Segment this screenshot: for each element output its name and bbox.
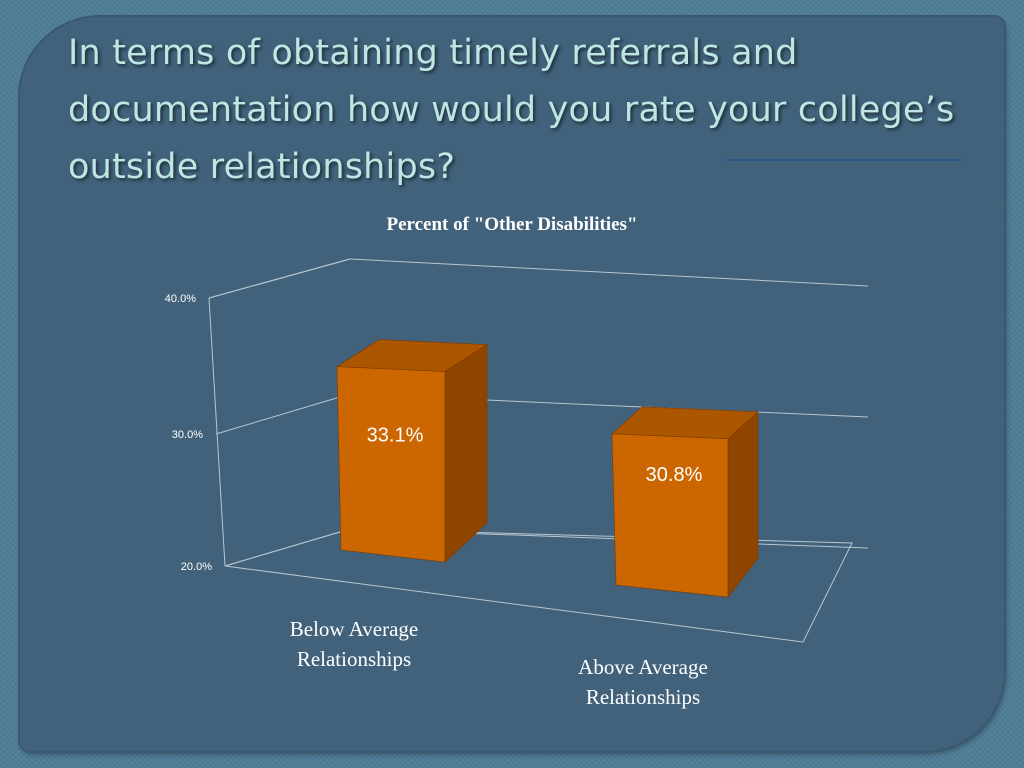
slide-title: In terms of obtaining timely referrals a… (68, 33, 955, 187)
gridline-side (224, 528, 351, 567)
data-label: 30.8% (646, 464, 703, 486)
bar-side-face (727, 411, 759, 598)
category-label: Below Average Relationships (290, 617, 418, 671)
chart-bars (336, 339, 759, 598)
slide-panel (20, 17, 1004, 751)
bar-side-face (444, 344, 488, 563)
chart-title: Percent of "Other Disabilities" (387, 214, 638, 235)
gridline-side (215, 393, 351, 435)
chart-walls (208, 258, 869, 643)
gridline-back (349, 258, 869, 287)
category-label-line: Below Average (290, 617, 418, 641)
gridline-side (208, 258, 351, 299)
data-label: 33.1% (367, 425, 424, 447)
category-label-line: Relationships (586, 685, 700, 709)
y-tick-label: 30.0% (172, 429, 203, 441)
category-label: Above Average Relationships (578, 655, 708, 709)
category-label-line: Relationships (297, 647, 411, 671)
bar (336, 366, 446, 563)
y-tick-label: 20.0% (181, 561, 212, 573)
title-underline (725, 159, 963, 161)
y-tick-label: 40.0% (165, 293, 196, 305)
chart-labels: 20.0% 30.0% 40.0% 33.1% 30.8% Below Average Re… (165, 293, 708, 709)
value-axis-line (208, 297, 226, 567)
category-label-line: Above Average (578, 655, 708, 679)
bar (611, 433, 729, 598)
